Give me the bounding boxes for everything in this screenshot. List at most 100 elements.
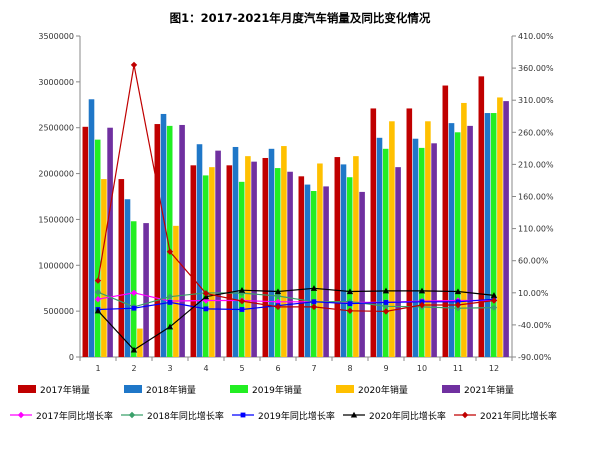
legend-marker [129,412,135,418]
bar [251,162,257,357]
bar [263,158,269,357]
bar [119,179,125,357]
y-left-tick-label: 0 [69,353,74,362]
y-right-tick-label: 310.00% [518,96,554,105]
bar [95,140,101,357]
line-point [384,300,389,305]
bar [89,99,95,357]
bar [83,127,89,357]
y-right-tick-label: -40.00% [518,321,552,330]
bar [419,148,425,357]
legend-label: 2018年同比增长率 [147,410,224,422]
line-point [168,300,173,305]
x-tick-label: 8 [347,364,352,373]
bar [341,164,347,357]
legend-label: 2018年销量 [146,384,196,396]
bar [425,121,431,357]
bar [377,138,383,357]
bar [485,113,491,357]
y-left-tick-label: 2500000 [38,124,74,133]
y-right-tick-label: -90.00% [518,353,552,362]
bar [287,172,293,357]
bar [203,175,209,357]
bar [317,163,323,357]
line-point [132,306,137,311]
bar [197,144,203,357]
bar [455,132,461,357]
bar [173,226,179,357]
x-tick-label: 11 [453,364,463,373]
bar [335,157,341,357]
line-point [312,299,317,304]
y-right-tick-label: 110.00% [518,225,554,234]
bar [143,223,149,357]
bar [239,182,245,357]
bar [161,114,167,357]
bar [389,121,395,357]
bar [443,86,449,357]
y-left-tick-label: 500000 [43,307,74,316]
y-right-tick-label: 260.00% [518,128,554,137]
legend-swatch [124,385,142,393]
legend-swatch [336,385,354,393]
y-right-tick-label: 360.00% [518,64,554,73]
legend-swatch [442,385,460,393]
y-left-tick-label: 3500000 [38,32,74,41]
bar [383,149,389,357]
legend-label: 2021年销量 [464,384,514,396]
legend-swatch [230,385,248,393]
bar [305,185,311,357]
bar [359,192,365,357]
bar [155,124,161,357]
x-tick-label: 9 [383,364,388,373]
legend-label: 2021年同比增长率 [480,410,557,422]
legend-swatch [18,385,36,393]
plot-area: 0500000100000015000002000000250000030000… [38,32,554,373]
x-tick-label: 2 [131,364,136,373]
y-left-tick-label: 1000000 [38,261,74,270]
bar [461,103,467,357]
y-left-tick-label: 2000000 [38,170,74,179]
legend-label: 2019年销量 [252,384,302,396]
x-tick-label: 3 [167,364,172,373]
bar [491,113,497,357]
x-tick-label: 4 [203,364,208,373]
bar [299,176,305,357]
bar [413,139,419,357]
y-right-tick-label: 410.00% [518,32,554,41]
legend-marker [18,412,24,418]
bar [275,168,281,357]
bar [407,108,413,357]
x-tick-label: 6 [275,364,280,373]
bar [281,146,287,357]
bar [467,126,473,357]
legend-marker [241,413,246,418]
chart-title: 图1：2017-2021年月度汽车销量及同比变化情况 [170,11,431,25]
legend-marker [462,412,468,418]
legend-label: 2020年销量 [358,384,408,396]
bar [503,101,509,357]
legend: 2017年销量2018年销量2019年销量2020年销量2021年销量2017年… [10,384,557,422]
y-left-tick-label: 3000000 [38,78,74,87]
line-point [204,306,209,311]
bar [431,143,437,357]
bar [209,167,215,357]
bar [179,125,185,357]
bar [227,165,233,357]
bar [125,199,131,357]
bar [245,156,251,357]
bar [395,167,401,357]
bar [101,179,107,357]
line-point [348,301,353,306]
y-right-tick-label: 10.00% [518,289,549,298]
bar [497,97,503,357]
bar [215,151,221,357]
line-point [240,307,245,312]
bar [137,329,143,357]
bar [371,108,377,357]
x-tick-label: 5 [239,364,244,373]
line-point [131,62,137,68]
legend-label: 2019年同比增长率 [258,410,335,422]
